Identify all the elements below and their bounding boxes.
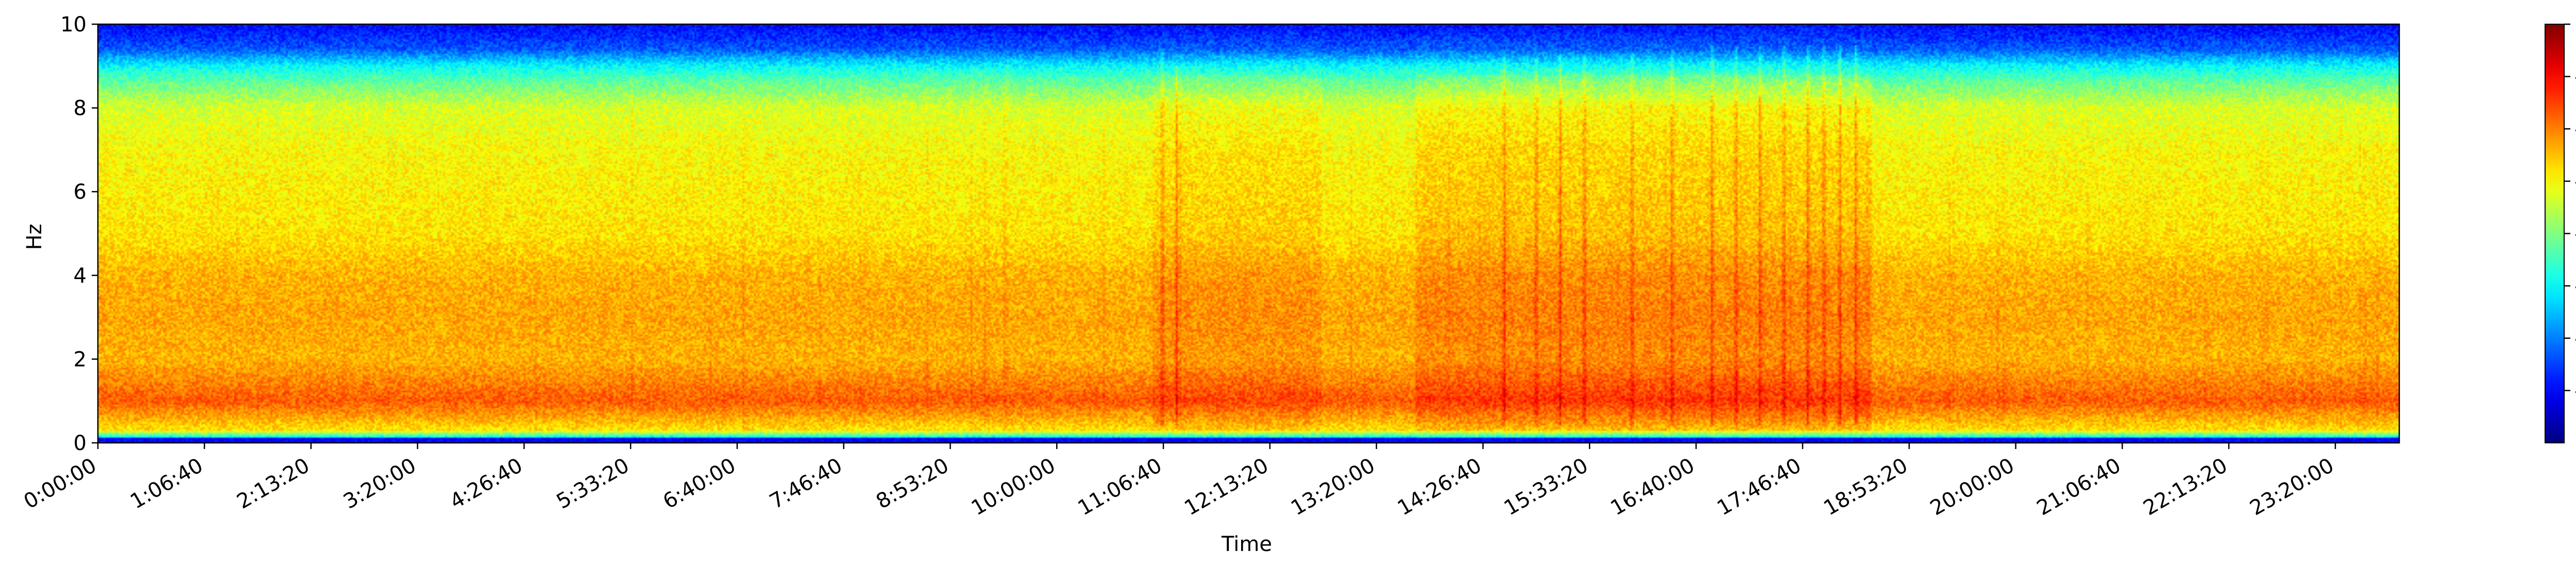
colorbar: +0 dB -10 dB -20 dB -30 dB -40 dB -50 dB -60 d… — [2545, 13, 2576, 443]
colorbar-tick-label: -70 dB — [2574, 379, 2576, 403]
x-tick-label: 1:06:40 — [126, 454, 207, 514]
x-tick-label: 17:46:40 — [1713, 454, 1805, 521]
x-tick-label: 4:26:40 — [446, 454, 527, 514]
x-tick-label: 11:06:40 — [1074, 454, 1166, 521]
colorbar-tick-label: -50 dB — [2574, 274, 2576, 298]
y-tick-label: 8 — [74, 97, 87, 120]
x-tick-label: 7:46:40 — [766, 454, 846, 514]
colorbar-tick-label: -30 dB — [2574, 170, 2576, 194]
colorbar-tick-label: -60 dB — [2574, 327, 2576, 351]
x-tick-label: 15:33:20 — [1500, 454, 1592, 521]
x-tick-label: 16:40:00 — [1606, 454, 1699, 521]
x-tick-label: 20:00:00 — [1926, 454, 2019, 521]
x-tick-label: 5:33:20 — [552, 454, 633, 514]
x-tick-label: 0:00:00 — [20, 454, 100, 514]
plot-frame — [97, 23, 2400, 444]
colorbar-tick-label: +0 dB — [2574, 13, 2576, 37]
x-tick-label: 22:13:20 — [2140, 454, 2232, 521]
x-axis-ticks: 0:00:00 1:06:40 2:13:20 3:20:00 4:26:40 5:33:… — [20, 443, 2338, 521]
x-tick-label: 3:20:00 — [340, 454, 420, 514]
x-tick-label: 23:20:00 — [2246, 454, 2338, 521]
y-axis-ticks: 0 2 4 6 8 10 — [60, 13, 98, 455]
colorbar-gradient — [2545, 24, 2565, 443]
x-tick-label: 10:00:00 — [968, 454, 1060, 521]
x-tick-label: 8:53:20 — [872, 454, 953, 514]
y-tick-label: 6 — [74, 180, 87, 204]
x-tick-label: 21:06:40 — [2033, 454, 2125, 521]
spectrogram-heatmap — [98, 24, 2399, 443]
x-tick-label: 6:40:00 — [659, 454, 740, 514]
x-tick-label: 2:13:20 — [233, 454, 314, 514]
colorbar-tick-label: -40 dB — [2574, 222, 2576, 246]
y-tick-label: 4 — [74, 264, 87, 288]
y-tick-label: 2 — [74, 348, 87, 371]
y-axis-title: Hz — [23, 223, 46, 250]
y-tick-label: 10 — [60, 13, 87, 37]
x-tick-label: 13:20:00 — [1287, 454, 1379, 521]
x-tick-label: 12:13:20 — [1180, 454, 1273, 521]
colorbar-tick-label: -20 dB — [2574, 117, 2576, 141]
x-tick-label: 14:26:40 — [1394, 454, 1486, 521]
colorbar-tick-label: -10 dB — [2574, 65, 2576, 89]
x-axis-title: Time — [1221, 532, 1272, 556]
plot-area — [97, 23, 2400, 444]
y-tick-label: 0 — [74, 432, 87, 455]
x-tick-label: 18:53:20 — [1820, 454, 1912, 521]
